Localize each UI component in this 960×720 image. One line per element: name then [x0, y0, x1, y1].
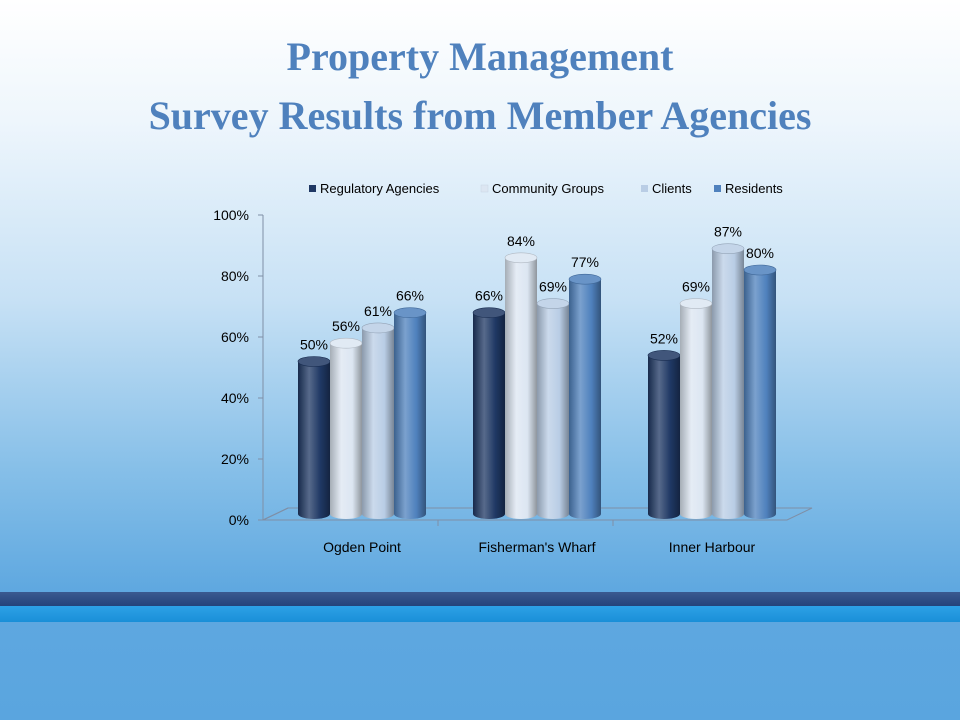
data-label: 50% [300, 337, 328, 353]
bar-regulatory-agencies-2 [647, 350, 681, 519]
x-category-label: Fisherman's Wharf [478, 539, 595, 555]
bar-community-groups-2 [679, 298, 713, 519]
bar-top [679, 298, 713, 309]
data-label: 56% [332, 318, 360, 334]
floor-depth-line [262, 507, 289, 521]
bar-regulatory-agencies-1 [472, 307, 506, 519]
data-label: 69% [682, 279, 710, 295]
y-tick-label: 20% [221, 451, 249, 467]
bar-top [743, 264, 777, 276]
bar-clients-1 [536, 298, 570, 519]
chart-data-labels: 50%56%61%66% 66%84%69%77%52%69%87%80% [300, 224, 774, 353]
x-category-label: Inner Harbour [669, 539, 756, 555]
legend-swatch-3 [714, 185, 721, 192]
legend-swatch-1 [480, 184, 489, 193]
bar-clients-0 [361, 322, 395, 519]
bar-top [536, 298, 570, 309]
data-label: 80% [746, 245, 774, 261]
bar-top [711, 243, 745, 254]
chart-legend: Regulatory Agencies Community Groups Clien… [309, 181, 783, 196]
data-label: 66% [475, 288, 503, 304]
y-tick-label: 0% [229, 512, 249, 528]
bar-top [504, 252, 538, 264]
bar-body [648, 355, 680, 519]
bar-residents-0 [393, 307, 427, 519]
bar-clients-2 [711, 243, 745, 519]
bar-body [298, 361, 330, 519]
bar-body [744, 270, 776, 519]
legend-swatch-2 [641, 185, 648, 192]
bar-top [647, 350, 681, 361]
footer-band-light [0, 606, 960, 622]
y-tick-label: 40% [221, 390, 249, 406]
slide-title-line-1: Property Management [286, 34, 674, 79]
bar-body [680, 303, 712, 519]
bar-community-groups-0 [329, 337, 363, 519]
bar-top [297, 356, 331, 367]
data-label: 66% [396, 288, 424, 304]
bar-body [712, 248, 744, 519]
data-label: 61% [364, 303, 392, 319]
data-label: 69% [539, 279, 567, 295]
bar-body [394, 312, 426, 519]
bar-regulatory-agencies-0 [297, 356, 331, 519]
bar-top [472, 307, 506, 319]
chart-axes: 0% 20% 40% 60% 80% 100% Ogden Point Fisherman's… [213, 207, 813, 555]
y-tick-label: 100% [213, 207, 249, 223]
legend-swatch-0 [309, 185, 316, 192]
bar-top [361, 322, 395, 334]
bar-body [362, 327, 394, 519]
data-label: 84% [507, 233, 535, 249]
legend-label-3: Residents [725, 181, 783, 196]
bar-top [393, 307, 427, 319]
footer-band-dark [0, 592, 960, 606]
chart-bars [297, 243, 777, 519]
legend-label-0: Regulatory Agencies [320, 181, 440, 196]
bar-top [329, 337, 363, 349]
legend-label-2: Clients [652, 181, 692, 196]
bar-residents-2 [743, 264, 777, 519]
y-tick-label: 60% [221, 329, 249, 345]
bar-residents-1 [568, 273, 602, 519]
bar-body [473, 312, 505, 519]
bar-top [568, 273, 602, 285]
bar-body [569, 279, 601, 519]
bar-body [505, 257, 537, 519]
y-tick-label: 80% [221, 268, 249, 284]
bar-community-groups-1 [504, 252, 538, 519]
data-label: 87% [714, 224, 742, 240]
bar-body [330, 343, 362, 519]
data-label: 52% [650, 330, 678, 346]
legend-label-1: Community Groups [492, 181, 604, 196]
x-category-label: Ogden Point [323, 539, 401, 555]
data-label: 77% [571, 254, 599, 270]
slide-title-line-2: Survey Results from Member Agencies [148, 93, 812, 138]
bar-body [537, 303, 569, 519]
